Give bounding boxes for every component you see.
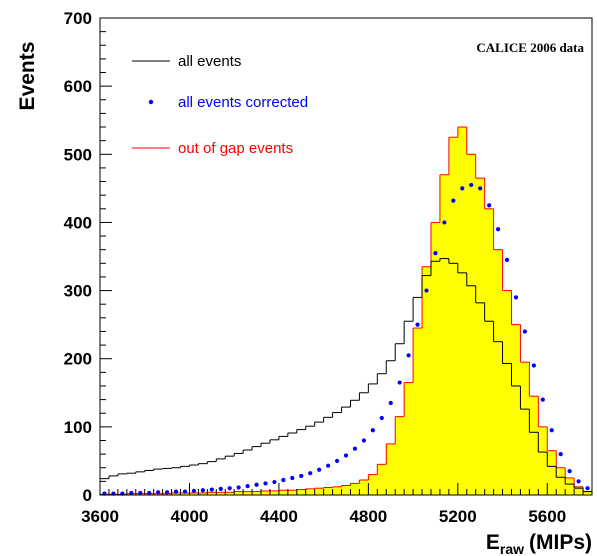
point-all-events-corrected: [433, 250, 438, 256]
point-all-events-corrected: [442, 220, 447, 225]
legend: all events all events corrected out of g…: [132, 53, 308, 157]
point-all-events-corrected: [227, 486, 232, 491]
point-all-events-corrected: [173, 489, 179, 494]
point-all-events-corrected: [531, 363, 536, 368]
point-all-events-corrected: [379, 415, 384, 421]
point-all-events-corrected: [156, 490, 161, 495]
x-tick-label: 4400: [260, 507, 298, 526]
point-all-events-corrected: [576, 479, 581, 484]
point-all-events-corrected: [272, 479, 277, 485]
point-all-events-corrected: [281, 477, 286, 483]
y-axis-title: Events: [16, 42, 39, 111]
plot-frame: [99, 17, 593, 496]
y-tick-label: 500: [64, 145, 92, 164]
x-axis-title-unit: (MIPs): [529, 531, 592, 554]
point-all-events-corrected: [549, 428, 554, 433]
point-all-events-corrected: [326, 463, 331, 468]
x-tick-label: 4000: [171, 507, 209, 526]
legend-swatch-all-events-corrected: [148, 99, 154, 105]
chart-annotation: CALICE 2006 data: [476, 40, 584, 55]
y-tick-label: 200: [64, 350, 92, 369]
axes: 3600 4000 4400 4800 5200 5600 0 100 200 300 400 500…: [64, 9, 593, 526]
point-all-events-corrected: [406, 353, 411, 358]
point-all-events-corrected: [129, 490, 134, 496]
x-axis-title-subscript: raw: [500, 541, 524, 556]
x-tick-label: 4800: [349, 507, 387, 526]
point-all-events-corrected: [308, 471, 313, 476]
point-all-events-corrected: [343, 453, 349, 458]
point-all-events-corrected: [460, 186, 465, 191]
point-all-events-corrected: [487, 203, 492, 208]
point-all-events-corrected: [209, 487, 214, 492]
point-all-events-corrected: [254, 482, 259, 487]
legend-label-all-events: all events: [178, 53, 241, 70]
point-all-events-corrected: [361, 438, 366, 443]
point-all-events-corrected: [585, 486, 590, 491]
point-all-events-corrected: [218, 486, 223, 491]
y-tick-label: 700: [64, 9, 92, 28]
point-all-events-corrected: [147, 490, 152, 496]
point-all-events-corrected: [513, 295, 519, 300]
x-axis-title-main: E: [486, 531, 500, 554]
point-all-events-corrected: [263, 481, 268, 486]
point-all-events-corrected: [504, 257, 510, 263]
point-all-events-corrected: [299, 473, 304, 479]
point-all-events-corrected: [522, 329, 528, 334]
point-all-events-corrected: [191, 488, 197, 494]
x-tick-label: 3600: [81, 507, 119, 526]
point-all-events-corrected: [245, 484, 250, 489]
point-all-events-corrected: [451, 198, 456, 203]
point-all-events-corrected: [388, 400, 393, 406]
legend-label-all-events-corrected: all events corrected: [178, 94, 308, 111]
y-tick-label: 400: [64, 213, 92, 232]
x-tick-label: 5200: [439, 507, 477, 526]
point-all-events-corrected: [290, 475, 295, 481]
point-all-events-corrected: [469, 182, 474, 188]
point-all-events-corrected: [352, 446, 358, 451]
y-tick-label: 600: [64, 77, 92, 96]
point-all-events-corrected: [424, 288, 429, 293]
y-tick-label: 100: [64, 418, 92, 437]
point-all-events-corrected: [558, 452, 563, 457]
y-tick-label: 300: [64, 282, 92, 301]
y-tick-label: 0: [83, 486, 92, 505]
point-all-events-corrected: [182, 489, 188, 494]
point-all-events-corrected: [317, 467, 322, 472]
point-all-events-corrected: [397, 380, 402, 385]
point-all-events-corrected: [200, 488, 205, 493]
legend-label-out-of-gap-events: out of gap events: [178, 140, 293, 157]
point-all-events-corrected: [415, 322, 420, 327]
point-all-events-corrected: [334, 458, 340, 464]
x-axis-title: Eraw (MIPs): [486, 531, 592, 556]
point-all-events-corrected: [164, 490, 170, 495]
point-all-events-corrected: [540, 397, 545, 402]
point-all-events-corrected: [370, 428, 375, 433]
point-all-events-corrected: [495, 227, 501, 232]
point-all-events-corrected: [567, 469, 572, 474]
x-tick-label: 5600: [528, 507, 566, 526]
point-all-events-corrected: [478, 186, 483, 191]
point-all-events-corrected: [236, 485, 241, 490]
series-fill-out-of-gap-events: [100, 127, 592, 495]
plot-area: [100, 126, 592, 496]
point-all-events-corrected: [138, 490, 143, 496]
